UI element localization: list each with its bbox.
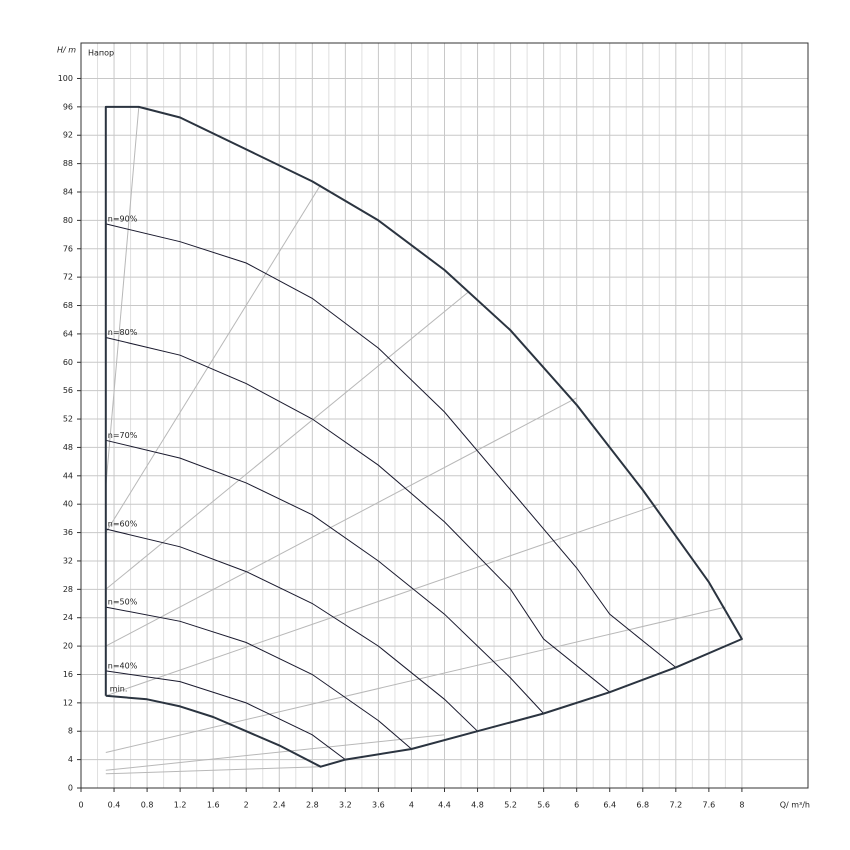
y-tick-label: 24 <box>63 613 73 622</box>
curve-label: n=80% <box>108 328 138 337</box>
plot-frame <box>80 42 809 789</box>
y-tick-label: 84 <box>63 188 73 197</box>
curve-label: n=40% <box>108 661 138 670</box>
x-tick-label: 4 <box>409 801 414 810</box>
reference-line <box>105 397 577 647</box>
y-tick-label: 52 <box>63 415 73 424</box>
chart-title: Напор <box>88 49 114 58</box>
x-tick-label: 6.8 <box>636 801 649 810</box>
grid <box>77 43 808 792</box>
y-axis-label: H/ m <box>57 46 76 55</box>
x-tick-label: 2.4 <box>273 801 286 810</box>
reference-line <box>105 606 726 753</box>
x-tick-label: 6.4 <box>603 801 616 810</box>
x-tick-label: 0.8 <box>141 801 154 810</box>
curve-label: n=50% <box>108 598 138 607</box>
speed-curve <box>105 606 412 750</box>
x-axis-label: Q/ m³/h <box>780 801 810 810</box>
min-label: min. <box>110 684 128 693</box>
reference-line <box>105 503 660 697</box>
y-tick-label: 32 <box>63 556 73 565</box>
curve-label: n=90% <box>108 214 138 223</box>
reference-line <box>105 290 470 590</box>
y-tick-label: 20 <box>63 642 73 651</box>
y-tick-label: 68 <box>63 301 73 310</box>
y-tick-label: 8 <box>68 727 73 736</box>
y-tick-label: 0 <box>68 784 73 793</box>
reference-line <box>105 734 445 771</box>
y-tick-label: 36 <box>63 528 73 537</box>
curve-label: n=60% <box>108 520 138 529</box>
x-tick-label: 2 <box>244 801 249 810</box>
y-tick-label: 88 <box>63 159 73 168</box>
y-tick-label: 96 <box>63 102 73 111</box>
x-tick-label: 4.4 <box>438 801 451 810</box>
y-tick-label: 76 <box>63 244 73 253</box>
y-tick-label: 12 <box>63 698 73 707</box>
y-tick-label: 64 <box>63 329 73 338</box>
x-tick-label: 7.6 <box>702 801 715 810</box>
reference-line <box>105 184 322 533</box>
x-tick-label: 2.8 <box>306 801 319 810</box>
x-tick-label: 6 <box>574 801 579 810</box>
y-tick-label: 48 <box>63 443 73 452</box>
x-tick-label: 0 <box>78 801 83 810</box>
y-tick-label: 40 <box>63 500 73 509</box>
y-tick-label: 100 <box>58 74 73 83</box>
reference-line <box>105 106 140 487</box>
y-tick-label: 28 <box>63 585 73 594</box>
y-tick-label: 80 <box>63 216 73 225</box>
speed-curve <box>105 223 677 668</box>
y-tick-label: 60 <box>63 358 73 367</box>
speed-curve <box>105 439 544 714</box>
y-tick-label: 4 <box>68 755 73 764</box>
speed-curve <box>105 528 478 732</box>
x-tick-label: 4.8 <box>471 801 484 810</box>
y-tick-label: 44 <box>63 471 73 480</box>
plot <box>104 105 743 775</box>
x-tick-label: 8 <box>739 801 744 810</box>
x-tick-label: 1.6 <box>207 801 220 810</box>
x-tick-label: 1.2 <box>174 801 187 810</box>
x-tick-label: 7.2 <box>669 801 682 810</box>
y-tick-label: 72 <box>63 273 73 282</box>
labels: 0 0.4 0.8 1.2 1.6 2 2.4 2.8 3.2 3.6 4 4.4 4.8 5.2 5.6 6… <box>58 74 745 810</box>
x-tick-label: 5.6 <box>537 801 550 810</box>
envelope <box>104 105 743 768</box>
curve-label: n=70% <box>108 431 138 440</box>
speed-curve <box>105 670 346 761</box>
x-tick-label: 3.2 <box>339 801 352 810</box>
speed-curve <box>105 337 611 693</box>
y-tick-label: 16 <box>63 670 73 679</box>
x-tick-label: 3.6 <box>372 801 385 810</box>
y-tick-label: 92 <box>63 131 73 140</box>
reference-line <box>105 766 321 775</box>
y-tick-label: 56 <box>63 386 73 395</box>
x-tick-label: 0.4 <box>108 801 121 810</box>
x-tick-label: 5.2 <box>504 801 517 810</box>
